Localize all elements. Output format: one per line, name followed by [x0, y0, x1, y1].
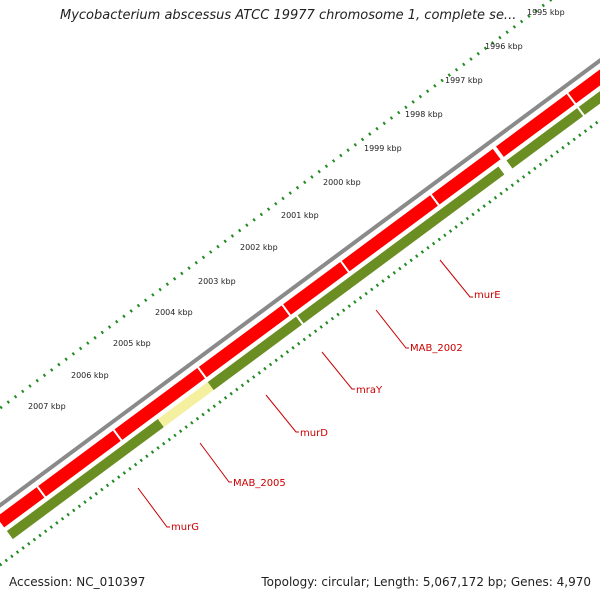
backbone-track: [0, 57, 600, 508]
gene-feature[interactable]: [6, 419, 164, 540]
inner-tick-ring: [0, 118, 600, 567]
kbp-tick-label: 2005 kbp: [113, 339, 151, 348]
gene-leader-line: [265, 394, 299, 433]
gene-leader-line: [199, 442, 232, 483]
topology-summary: Topology: circular; Length: 5,067,172 bp…: [261, 575, 591, 589]
accession-text: Accession: NC_010397: [9, 575, 146, 589]
gene-label[interactable]: murG: [171, 522, 199, 533]
kbp-tick-label: 1997 kbp: [445, 76, 483, 85]
kbp-tick-label: 2000 kbp: [323, 178, 361, 187]
kbp-tick-label: 1995 kbp: [527, 8, 565, 17]
gene-leader-line: [321, 351, 355, 390]
cds-feature[interactable]: [114, 368, 205, 440]
gene-leader-line: [375, 309, 409, 349]
kbp-tick-label: 2003 kbp: [198, 277, 236, 286]
kbp-tick-label: 1999 kbp: [364, 144, 402, 153]
cds-feature[interactable]: [198, 305, 290, 378]
gene-label[interactable]: MAB_2005: [233, 478, 286, 489]
gene-leader-line: [439, 259, 473, 298]
gene-feature[interactable]: [297, 166, 505, 324]
kbp-tick-label: 2006 kbp: [71, 371, 109, 380]
gene-feature[interactable]: [506, 108, 584, 169]
kbp-tick-label: 2002 kbp: [240, 243, 278, 252]
cds-feature[interactable]: [0, 487, 45, 528]
cds-feature[interactable]: [341, 195, 438, 272]
outer-tick-ring: [0, 0, 554, 411]
cds-feature[interactable]: [283, 262, 348, 315]
gene-feature[interactable]: [207, 316, 302, 391]
cds-feature[interactable]: [38, 430, 121, 497]
gene-label[interactable]: murE: [474, 290, 501, 301]
gene-label[interactable]: murD: [300, 428, 328, 439]
gene-label[interactable]: MAB_2002: [410, 343, 463, 354]
kbp-tick-label: 2007 kbp: [28, 402, 66, 411]
kbp-tick-label: 1998 kbp: [405, 110, 443, 119]
map-title: Mycobacterium abscessus ATCC 19977 chrom…: [60, 8, 517, 23]
gene-feature-highlighted[interactable]: [157, 382, 214, 428]
kbp-tick-label: 2004 kbp: [155, 308, 193, 317]
cds-feature[interactable]: [496, 94, 575, 157]
kbp-tick-label: 1996 kbp: [485, 42, 523, 51]
kbp-tick-label: 2001 kbp: [281, 211, 319, 220]
gene-label[interactable]: mraY: [356, 385, 383, 396]
gene-leader-line: [137, 487, 170, 528]
cds-feature[interactable]: [568, 58, 600, 104]
cds-feature[interactable]: [431, 148, 501, 205]
